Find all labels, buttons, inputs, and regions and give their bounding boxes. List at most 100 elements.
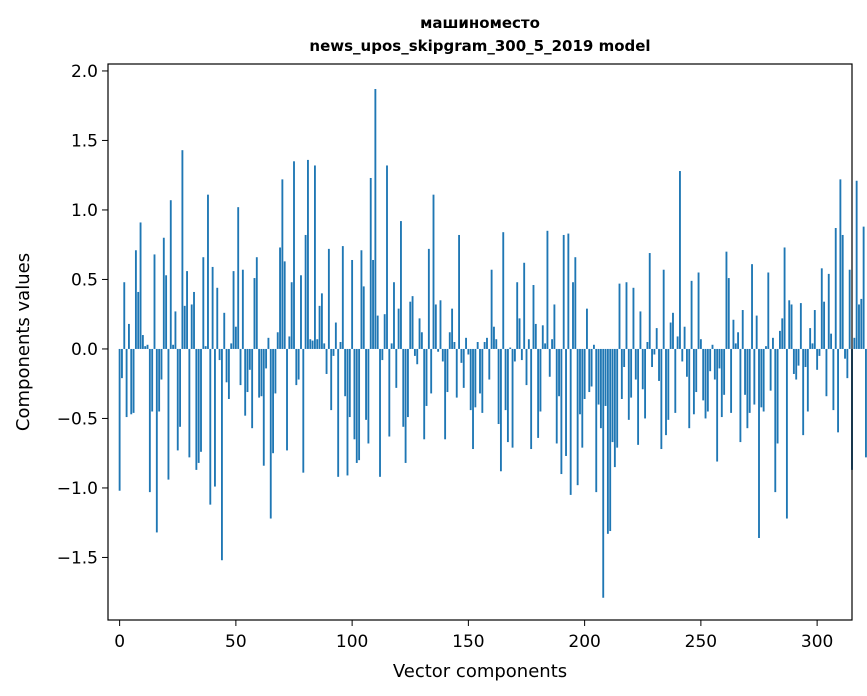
bar-295: [804, 348, 807, 368]
bar-300: [816, 348, 819, 370]
bar-268: [741, 310, 744, 349]
bar-263: [730, 348, 733, 413]
x-axis-ticks: 0 50 100 150 200 250 300: [114, 620, 833, 652]
x-tick-label: 100: [336, 632, 368, 652]
bar-125: [409, 301, 412, 349]
bar-34: [197, 348, 200, 463]
bar-245: [688, 348, 691, 429]
bar-303: [823, 301, 826, 349]
bar-196: [574, 257, 577, 349]
bar-248: [695, 348, 698, 393]
bar-77: [297, 348, 300, 380]
bar-161: [493, 326, 495, 349]
bar-272: [751, 264, 753, 349]
bar-186: [551, 339, 554, 349]
bar-84: [314, 165, 316, 349]
bar-114: [383, 314, 386, 349]
bar-35: [200, 348, 202, 452]
bar-16: [155, 348, 158, 533]
bar-312: [844, 348, 846, 359]
bar-136: [434, 304, 437, 349]
bar-65: [269, 348, 272, 519]
bar-258: [718, 348, 721, 369]
bar-116: [388, 348, 391, 437]
bar-33: [195, 348, 198, 470]
bar-238: [672, 312, 674, 349]
bar-41: [214, 348, 216, 487]
bar-20: [165, 275, 168, 349]
bar-144: [453, 342, 456, 349]
bar-278: [765, 346, 767, 349]
bar-306: [830, 333, 833, 349]
bar-156: [481, 348, 484, 413]
bar-170: [513, 348, 516, 362]
bar-254: [709, 348, 712, 372]
bar-310: [839, 179, 842, 349]
bar-106: [365, 348, 367, 420]
bar-112: [379, 348, 381, 477]
bar-266: [737, 332, 740, 349]
bar-296: [806, 348, 809, 412]
bar-25: [176, 348, 179, 451]
bar-252: [704, 348, 707, 419]
bar-73: [288, 336, 291, 349]
bar-301: [818, 348, 821, 356]
bar-133: [427, 248, 430, 349]
y-tick-label: −0.5: [57, 409, 98, 429]
bar-126: [411, 296, 414, 349]
x-tick-label: 300: [801, 632, 833, 652]
bar-182: [541, 325, 544, 349]
bar-284: [779, 330, 781, 349]
bar-104: [360, 250, 363, 349]
bar-233: [660, 348, 663, 450]
bar-42: [216, 287, 219, 349]
bar-157: [483, 342, 486, 349]
bar-75: [293, 161, 295, 349]
bar-194: [569, 348, 572, 495]
bar-244: [686, 348, 688, 377]
bar-71: [283, 261, 286, 349]
bar-319: [860, 298, 863, 349]
bar-260: [723, 348, 726, 395]
bar-216: [620, 348, 623, 399]
bar-124: [407, 348, 409, 418]
bar-226: [644, 348, 647, 419]
bar-27: [181, 150, 184, 349]
bar-88: [323, 343, 326, 349]
bar-127: [413, 348, 416, 356]
bar-190: [560, 348, 563, 475]
bar-66: [272, 348, 274, 454]
bar-128: [416, 348, 419, 365]
bar-90: [327, 248, 330, 349]
bar-28: [183, 305, 186, 349]
bar-235: [665, 348, 667, 436]
bar-30: [188, 348, 191, 458]
bar-11: [144, 346, 147, 349]
bar-68: [276, 332, 279, 349]
bar-140: [444, 348, 447, 440]
bar-59: [255, 257, 258, 349]
bar-229: [651, 348, 653, 368]
bar-117: [390, 343, 393, 349]
bar-281: [772, 337, 774, 349]
bar-153: [474, 348, 477, 408]
bar-121: [400, 221, 402, 349]
bar-274: [755, 315, 758, 349]
bar-109: [372, 259, 374, 349]
bar-130: [420, 332, 423, 349]
bar-198: [579, 348, 581, 415]
bar-145: [455, 348, 458, 398]
bar-172: [518, 318, 521, 349]
bar-230: [653, 348, 656, 355]
bar-206: [597, 348, 600, 405]
bar-7: [134, 250, 137, 349]
bar-50: [234, 326, 237, 349]
x-tick-label: 250: [685, 632, 717, 652]
bar-17: [158, 348, 161, 412]
bar-94: [337, 348, 340, 477]
bar-311: [841, 234, 844, 349]
bar-261: [725, 251, 728, 349]
bar-218: [625, 282, 628, 349]
bar-63: [265, 348, 268, 369]
bar-143: [451, 308, 454, 349]
